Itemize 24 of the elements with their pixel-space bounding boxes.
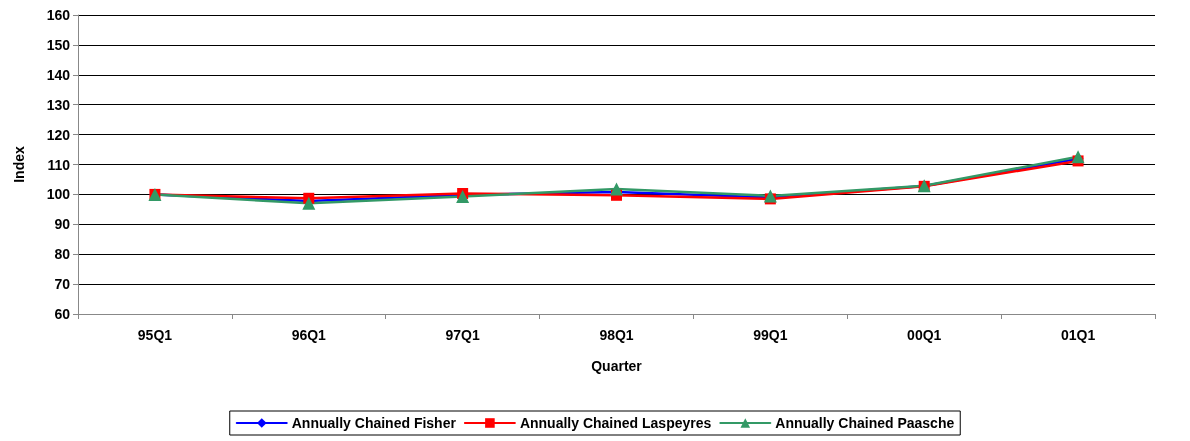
x-tick-label: 95Q1: [137, 327, 173, 343]
y-tick-label: 80: [54, 246, 71, 263]
x-tick-label: 00Q1: [907, 327, 942, 343]
y-tick-label: 90: [54, 216, 71, 233]
y-tick-label: 150: [46, 36, 71, 53]
y-tick-label: 120: [46, 126, 71, 143]
point: [610, 182, 623, 196]
y-tick-label: 140: [46, 66, 71, 83]
y-tick-label: 130: [46, 96, 71, 113]
y-tick-label: 110: [47, 156, 71, 173]
y-tick-label: 160: [46, 7, 71, 23]
x-tick-label: 97Q1: [445, 327, 480, 343]
x-tick-label: 96Q1: [291, 327, 327, 343]
x-tick-label: 99Q1: [753, 327, 788, 343]
y-axis-title: Index: [11, 146, 27, 183]
legend-label: Annually Chained Fisher: [291, 415, 457, 431]
y-tick-label: 70: [54, 276, 71, 293]
x-tick-label: 01Q1: [1060, 327, 1096, 343]
x-tick-label: 98Q1: [599, 327, 634, 343]
x-axis-title: Quarter: [591, 358, 643, 374]
legend-label: Annually Chained Laspeyres: [519, 415, 712, 431]
legend-label: Annually Chained Paasche: [775, 415, 955, 431]
y-tick-label: 60: [54, 306, 71, 322]
y-tick-label: 100: [46, 186, 71, 203]
